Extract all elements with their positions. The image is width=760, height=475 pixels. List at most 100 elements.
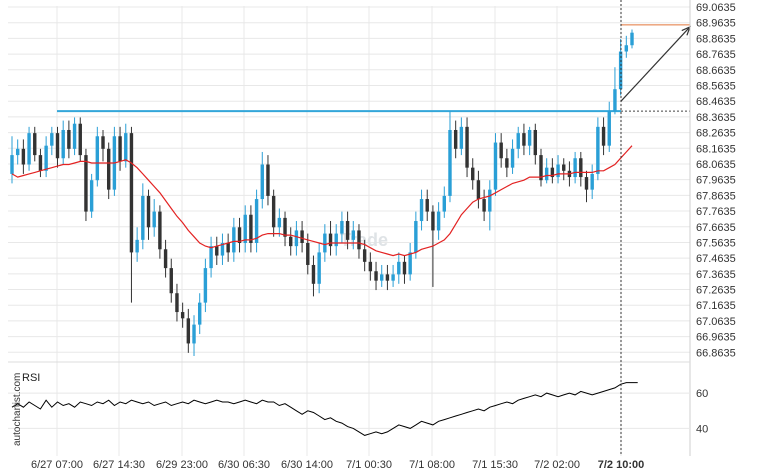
levels — [57, 24, 690, 113]
x-tick-label: 6/27 07:00 — [31, 459, 83, 471]
y-tick-label: 68.2635 — [696, 128, 736, 140]
y-tick-label: 67.3635 — [696, 269, 736, 281]
candle-body — [402, 261, 407, 275]
x-tick-label: 6/30 06:30 — [218, 459, 270, 471]
candle-body — [294, 230, 299, 247]
candle-body — [226, 242, 230, 253]
candle-body — [15, 148, 20, 156]
candle-body — [385, 274, 390, 281]
candle-body — [61, 129, 65, 159]
candle-body — [499, 142, 503, 159]
candle-body — [249, 214, 253, 243]
x-tick-label: 6/27 14:30 — [93, 459, 145, 471]
candle-body — [215, 246, 219, 256]
candle-body — [84, 155, 88, 212]
candle-body — [516, 133, 520, 149]
candle-body — [436, 211, 441, 231]
candle-body — [590, 173, 594, 190]
candle-body — [72, 123, 77, 149]
candle-body — [471, 167, 475, 181]
candle-body — [169, 268, 173, 294]
candle-body — [425, 199, 429, 212]
y-tick-label: 66.9635 — [696, 332, 736, 344]
candle-body — [488, 189, 492, 212]
y-tick-label: 67.9635 — [696, 175, 736, 187]
candle-body — [482, 199, 486, 212]
candle-body — [203, 268, 208, 303]
y-tick-label: 69.0635 — [696, 2, 736, 14]
candle-body — [630, 32, 634, 46]
candle-body — [459, 126, 464, 149]
candle-body — [175, 293, 179, 313]
candle-body — [397, 261, 401, 275]
candle-body — [362, 249, 367, 262]
candle-body — [95, 136, 100, 181]
candle-body — [493, 142, 498, 190]
y-tick-label: 67.7635 — [696, 206, 736, 218]
candle-body — [522, 133, 526, 146]
candle-body — [124, 133, 128, 162]
candle-body — [271, 195, 276, 228]
price-axis: 69.0635 68.9635 68.8635 68.7635 68.6635 68.56… — [689, 0, 736, 456]
x-tick-label: 6/29 23:00 — [156, 459, 208, 471]
candle-body — [27, 133, 31, 165]
candle-body — [624, 45, 629, 52]
x-tick-label: 7/1 00:30 — [346, 459, 392, 471]
x-tick-label: 7/2 10:00 — [598, 459, 644, 471]
candle-body — [562, 164, 566, 171]
candle-body — [118, 136, 122, 162]
ma-series-line — [11, 145, 633, 257]
y-tick-label: 68.1635 — [696, 143, 736, 155]
candle-body — [186, 318, 191, 344]
candle-body — [311, 264, 316, 284]
candle-body — [556, 164, 560, 178]
rsi-label: RSI — [22, 372, 40, 384]
candle-body — [300, 230, 304, 243]
candle-body — [289, 236, 293, 247]
side-watermark: autochartist.com — [12, 373, 23, 446]
candle-body — [146, 195, 151, 228]
candle-body — [442, 195, 446, 212]
candle-body — [158, 211, 162, 250]
candle-body — [550, 167, 555, 178]
candle-body — [584, 177, 589, 190]
projection-line — [620, 26, 691, 102]
x-tick-label: 7/1 15:30 — [472, 459, 518, 471]
y-tick-label: 68.3635 — [696, 112, 736, 124]
candle-body — [50, 133, 54, 146]
candle-body — [374, 271, 378, 281]
candle-body — [192, 324, 196, 344]
x-tick-label: 7/2 02:00 — [534, 459, 580, 471]
candle-body — [67, 129, 71, 149]
candles — [10, 29, 634, 356]
candle-body — [266, 164, 270, 196]
candle-body — [380, 274, 384, 281]
candle-body — [618, 51, 623, 90]
candle-body — [101, 136, 105, 149]
candle-body — [237, 227, 242, 243]
candle-body — [232, 227, 236, 253]
x-tick-label: 7/1 08:00 — [409, 459, 455, 471]
candle-body — [527, 129, 532, 146]
candle-body — [180, 312, 185, 319]
candle-body — [323, 233, 327, 253]
y-tick-label: 67.0635 — [696, 316, 736, 328]
candle-body — [135, 239, 139, 253]
candle-body — [106, 148, 111, 190]
rsi-tick-label: 40 — [696, 423, 708, 435]
candle-body — [328, 233, 333, 247]
y-tick-label: 67.1635 — [696, 300, 736, 312]
candle-body — [33, 133, 37, 156]
candle-body — [431, 211, 435, 231]
rsi-panel: 60 40 — [8, 361, 708, 436]
candle-body — [44, 145, 48, 171]
candle-body — [277, 217, 282, 228]
candle-body — [306, 242, 310, 265]
candle-body — [539, 155, 543, 181]
time-axis: 6/27 07:00 6/27 14:30 6/29 23:00 6/30 06:30… — [31, 459, 644, 471]
candle-body — [414, 221, 418, 253]
candle-body — [357, 230, 361, 250]
candle-body — [317, 252, 321, 284]
candle-body — [345, 221, 350, 240]
